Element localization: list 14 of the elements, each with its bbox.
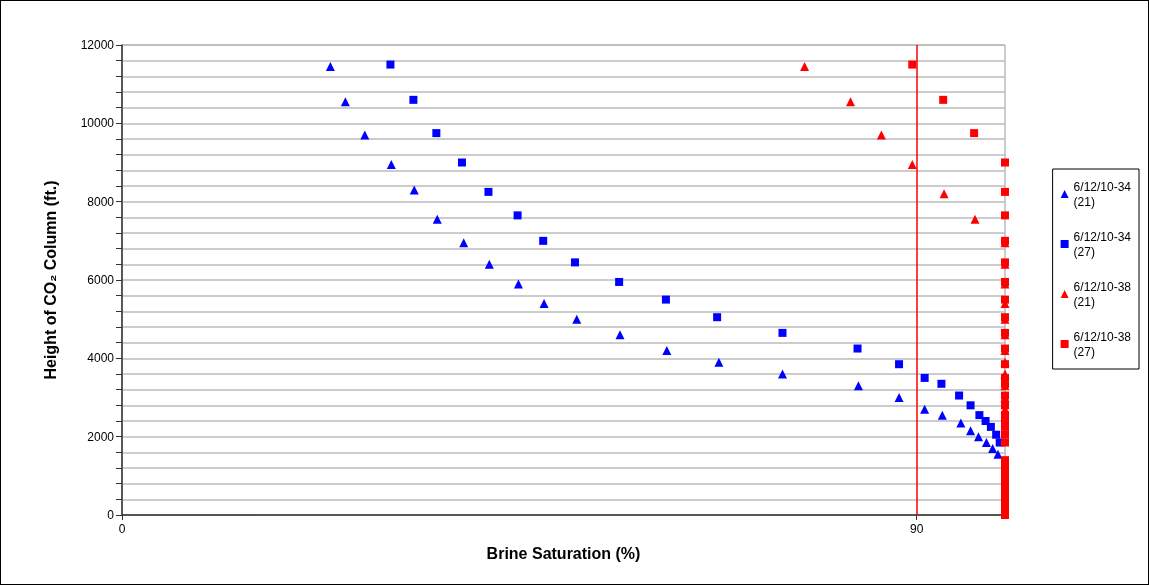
y-tick-label: 8000 xyxy=(87,194,115,209)
legend-label: 6/12/10-38 (21) xyxy=(1073,279,1132,309)
y-tick-label: 6000 xyxy=(87,273,115,287)
legend-label: 6/12/10-38 (27) xyxy=(1073,329,1132,359)
legend-label: 6/12/10-34 (27) xyxy=(1073,229,1132,259)
legend-label: 6/12/10-34 (21) xyxy=(1073,179,1132,209)
y-tick-label: 0 xyxy=(107,508,115,522)
y-tick-label: 10000 xyxy=(80,116,115,131)
y-tick-label: 2000 xyxy=(87,429,115,444)
x-axis-title: Brine Saturation (%) xyxy=(486,544,641,562)
y-tick-label: 12000 xyxy=(80,38,115,52)
x-tick-label: 90 xyxy=(910,522,924,536)
y-axis-title: Height of CO₂ Column (ft.) xyxy=(41,180,59,380)
y-tick-label: 4000 xyxy=(87,351,115,366)
